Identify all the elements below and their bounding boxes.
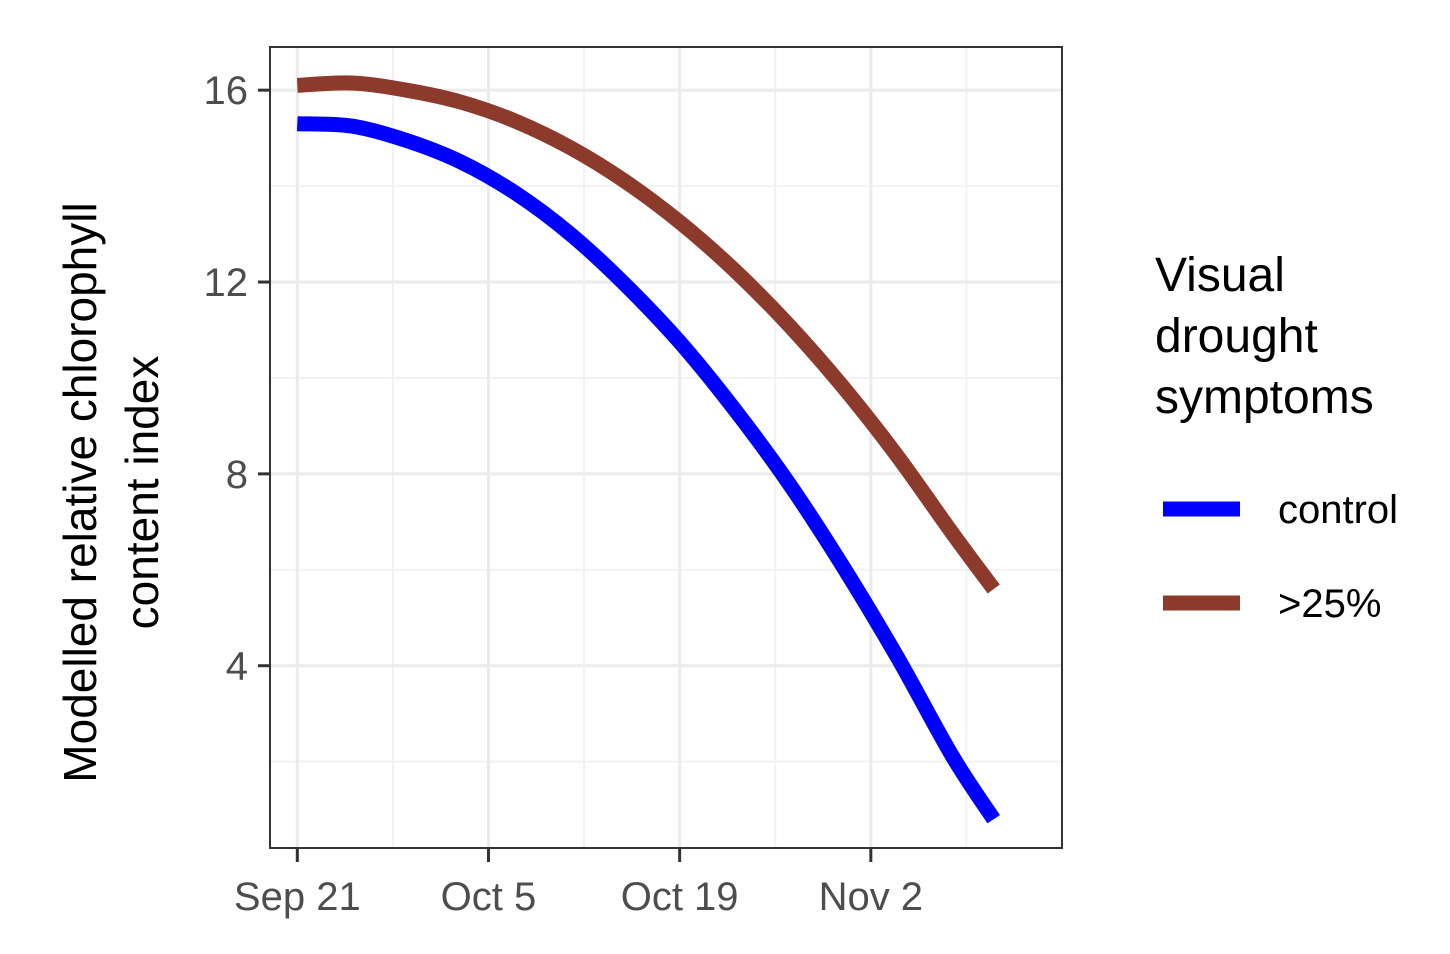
series-line-gt25 xyxy=(296,75,1000,594)
y-axis-title: Modelled relative chlorophyll content ind… xyxy=(54,202,168,782)
legend: Visual drought symptoms control >25% xyxy=(1155,249,1398,626)
x-tick-label: Sep 21 xyxy=(234,875,361,919)
y-tick-label: 16 xyxy=(204,69,249,113)
legend-label-gt25: >25% xyxy=(1278,582,1381,626)
y-tick-label: 12 xyxy=(204,261,249,305)
y-axis-title-line: Modelled relative chlorophyll xyxy=(54,202,106,782)
y-axis-title-line: content index xyxy=(116,356,168,630)
x-tick-label: Oct 19 xyxy=(621,875,739,919)
series-lines xyxy=(296,75,1000,824)
series-line-control xyxy=(296,116,1000,824)
y-axis: 4 8 12 16 xyxy=(204,69,270,689)
legend-title-line: Visual xyxy=(1155,249,1285,302)
plot-panel xyxy=(269,46,1063,849)
legend-title-line: drought xyxy=(1155,310,1318,363)
y-tick-label: 8 xyxy=(226,453,248,497)
legend-title-line: symptoms xyxy=(1155,371,1374,424)
grid-lines xyxy=(270,47,1062,848)
x-tick-label: Nov 2 xyxy=(819,875,924,919)
x-tick-label: Oct 5 xyxy=(441,875,537,919)
plot-panel-border xyxy=(269,46,1063,849)
legend-label-control: control xyxy=(1278,488,1398,532)
y-tick-label: 4 xyxy=(226,645,248,689)
x-axis: Sep 21 Oct 5 Oct 19 Nov 2 xyxy=(234,848,923,919)
